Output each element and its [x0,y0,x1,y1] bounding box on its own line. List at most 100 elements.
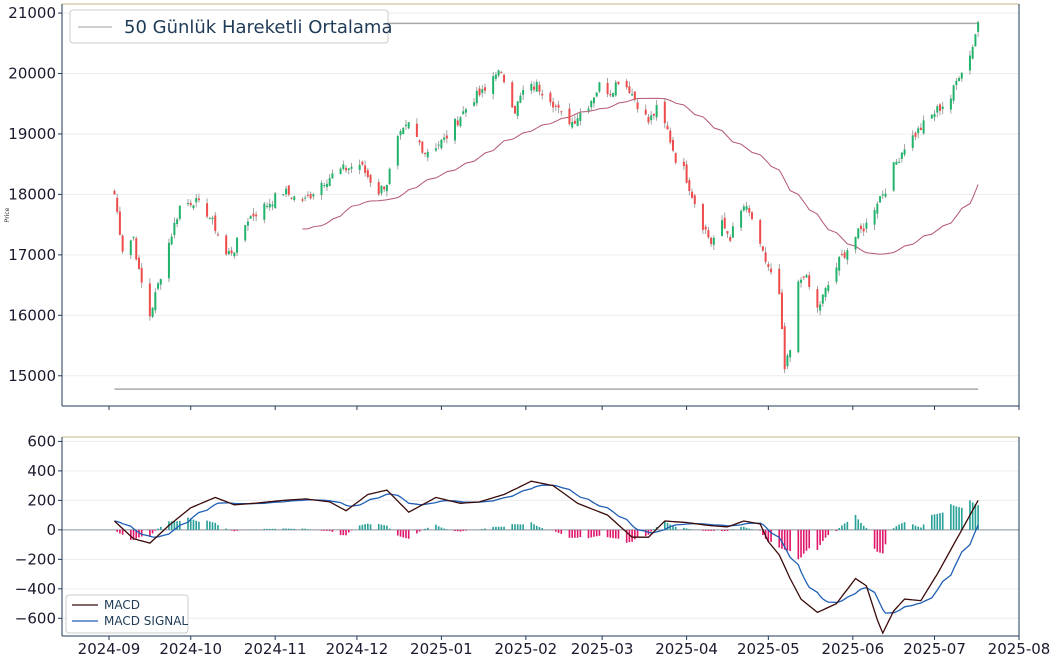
histogram-bar [704,529,707,531]
date-tick-label: 2025-03 [571,640,634,658]
histogram-bar [116,529,118,532]
date-tick-label: 2025-04 [655,640,718,658]
candle-body [113,190,116,195]
price-axis-label: Price [4,207,11,222]
histogram-bar [783,529,786,550]
signal-legend-label: MACD SIGNAL [104,614,188,628]
candle-body [309,194,312,199]
candle-body [625,80,628,88]
candle-body [644,109,647,115]
candle-body [821,294,824,304]
date-tick-label: 2024-09 [78,640,141,658]
histogram-bar [187,517,189,530]
histogram-bar [781,529,783,549]
histogram-bar [911,524,914,530]
histogram-bar [342,529,345,536]
candle-body [154,292,157,311]
price-y-ticks: 15000 16000 17000 18000 19000 20000 21000 [8,4,62,385]
histogram-bar [119,529,121,534]
histogram-bar [702,529,704,531]
date-tick-label: 2025-01 [410,640,473,658]
candle-body [729,237,732,241]
candle-body [767,264,770,267]
macd-legend-label: MACD [104,598,140,612]
histogram-bar [609,529,612,538]
price-reference-lines [114,22,979,390]
candle-body [671,139,674,151]
candle-body [475,90,478,104]
candle-body [693,195,696,205]
candle-body [377,182,380,195]
histogram-bar [320,529,323,531]
histogram-bar [865,528,868,530]
candle-body [497,70,500,76]
histogram-bar [380,524,383,530]
histogram-bar [495,526,497,530]
date-tick-label: 2024-10 [159,640,222,658]
candle-body [481,89,484,93]
histogram-bar [176,521,178,530]
candle-body [404,124,407,127]
histogram-bar [170,521,173,530]
histogram-bar [301,528,304,530]
candle-body [819,304,822,311]
histogram-bar [881,529,884,554]
candle-body [407,122,410,129]
histogram-bar [895,526,898,530]
macd-tick-label: 600 [27,432,56,450]
histogram-bar [358,525,361,530]
histogram-bar [282,528,285,530]
candle-body [740,210,743,228]
histogram-bar [634,529,636,540]
candle-body [151,307,154,317]
candle-body [682,161,685,167]
histogram-bar [288,528,290,530]
candle-body [366,170,369,177]
histogram-bar [456,529,459,532]
macd-histogram [116,500,979,560]
date-tick-label: 2025-06 [821,640,884,658]
candle-body [952,85,955,101]
histogram-bar [674,526,677,530]
candle-body [745,206,748,210]
candle-body [742,206,745,211]
histogram-bar [617,529,620,539]
candle-body [320,182,323,195]
candle-body [342,164,345,170]
candle-body [949,98,952,110]
histogram-bar [819,529,821,545]
candle-body [178,205,181,219]
histogram-bar [198,521,200,530]
histogram-bar [770,529,772,543]
histogram-bar [922,524,925,530]
histogram-bar [560,529,563,534]
candle-body [473,102,476,106]
histogram-bar [841,525,843,530]
candle-body [195,198,198,203]
histogram-bar [884,529,887,545]
histogram-bar [574,529,576,538]
histogram-bar [416,529,418,534]
candle-body [323,185,326,187]
candle-body [287,185,290,195]
histogram-bar [941,512,944,530]
candle-body [764,252,767,262]
candle-body [892,162,895,191]
histogram-bar [424,528,426,530]
candle-body [492,76,495,95]
candle-body [579,112,582,121]
histogram-bar [920,527,922,530]
histogram-bar [650,529,653,532]
histogram-bar [579,529,582,538]
candle-body [230,250,233,254]
price-legend-label: 50 Günlük Hareketli Ortalama [124,17,392,38]
histogram-bar [293,528,296,530]
candle-body [590,100,593,108]
candle-body [911,135,914,148]
candle-body [573,120,576,124]
candle-body [726,231,729,234]
candle-body [552,101,555,108]
candle-body [968,55,971,71]
histogram-bar [726,529,729,531]
